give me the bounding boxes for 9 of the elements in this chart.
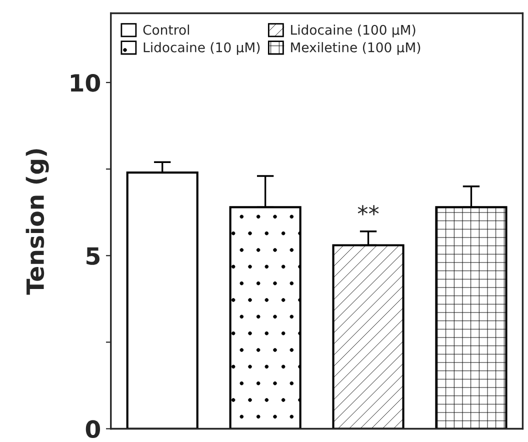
legend-label: Mexiletine (100 μM)	[291, 42, 420, 55]
y-tick-label: 5	[86, 247, 100, 265]
data-label: **	[358, 205, 379, 216]
y-axis-title: Tension (g)	[26, 149, 49, 295]
legend-label: Lidocaine (100 μM)	[291, 24, 416, 38]
y-tick-label: 0	[86, 420, 100, 438]
legend-label: Lidocaine (10 μM)	[144, 42, 260, 55]
legend-label: Control	[143, 24, 189, 35]
y-tick-label: 10	[70, 74, 100, 92]
